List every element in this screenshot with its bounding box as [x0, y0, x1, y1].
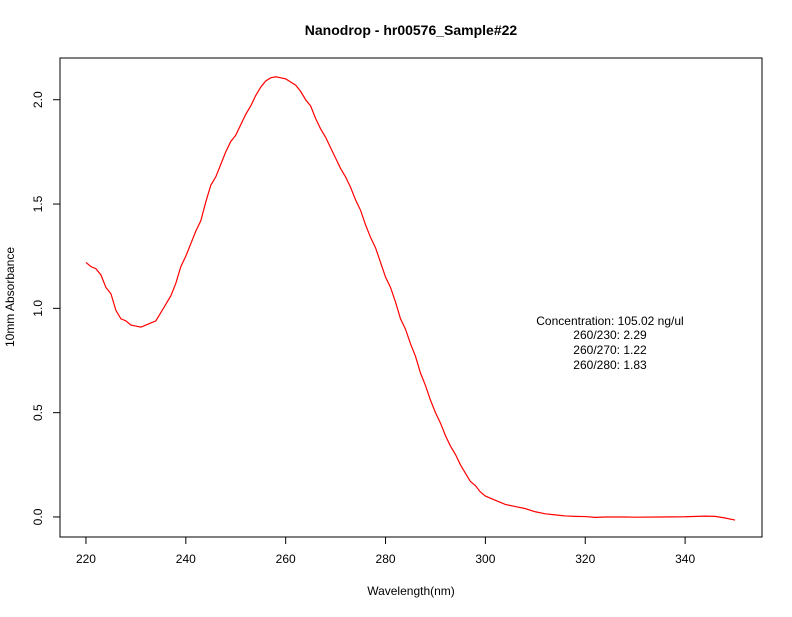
x-tick-label: 320	[575, 552, 595, 566]
x-tick-label: 220	[76, 552, 96, 566]
x-tick-label: 340	[675, 552, 695, 566]
annotation-260-230: 260/230: 2.29	[573, 328, 647, 342]
y-axis-label: 10mm Absorbance	[3, 247, 17, 347]
x-axis: 220 240 260 280 300 320 340	[76, 537, 695, 566]
y-tick-label: 1.5	[31, 195, 45, 212]
y-tick-label: 2.0	[31, 91, 45, 108]
annotation-260-280: 260/280: 1.83	[573, 358, 647, 372]
annotation-block: Concentration: 105.02 ng/ul 260/230: 2.2…	[536, 314, 683, 372]
chart-title: Nanodrop - hr00576_Sample#22	[305, 22, 518, 38]
y-tick-label: 1.0	[31, 300, 45, 317]
annotation-concentration: Concentration: 105.02 ng/ul	[536, 314, 683, 328]
x-axis-label: Wavelength(nm)	[367, 584, 455, 598]
annotation-260-270: 260/270: 1.22	[573, 343, 647, 357]
x-tick-label: 260	[276, 552, 296, 566]
x-tick-label: 300	[475, 552, 495, 566]
x-tick-label: 280	[376, 552, 396, 566]
x-tick-label: 240	[176, 552, 196, 566]
y-tick-label: 0.0	[31, 508, 45, 525]
y-tick-label: 0.5	[31, 404, 45, 421]
plot-frame	[59, 57, 763, 538]
y-axis: 0.0 0.5 1.0 1.5 2.0	[31, 91, 60, 525]
absorbance-series-line	[85, 76, 736, 521]
